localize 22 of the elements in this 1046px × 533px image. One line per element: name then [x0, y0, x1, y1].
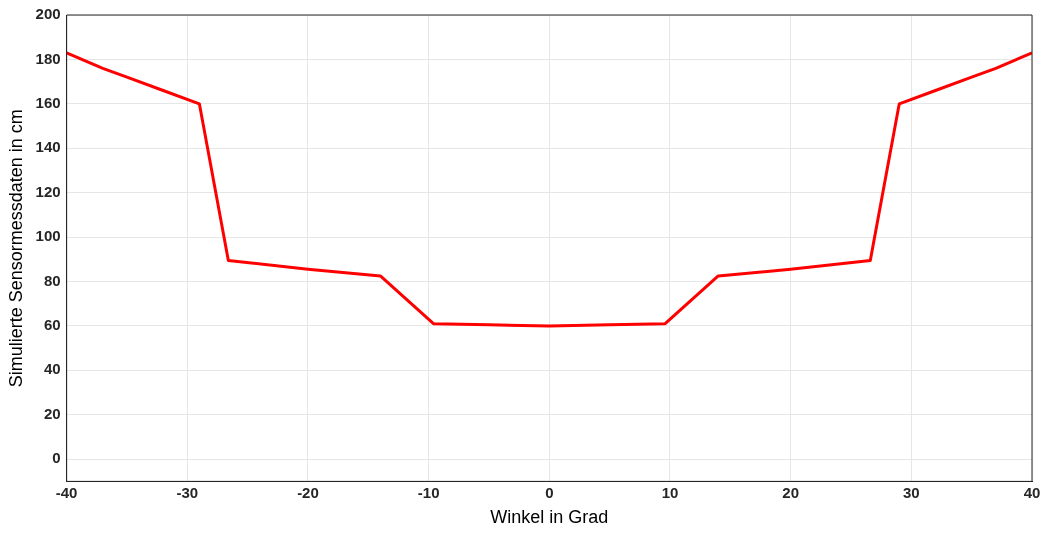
y-tick-label: 200 — [35, 5, 61, 23]
x-tick-label: -20 — [297, 483, 319, 501]
y-tick-label: 100 — [35, 227, 61, 245]
x-tick-label: -30 — [176, 483, 199, 501]
y-axis-title: Simulierte Sensormessdaten in cm — [5, 109, 26, 388]
y-tick-label: 120 — [35, 182, 61, 200]
x-tick-label: 20 — [782, 483, 799, 501]
y-tick-label: 160 — [35, 93, 61, 111]
y-tick-label: 80 — [43, 271, 61, 289]
x-tick-label: 0 — [545, 483, 554, 501]
x-tick-label: 10 — [661, 483, 679, 501]
x-tick-label: 30 — [902, 483, 920, 501]
x-tick-label: -10 — [417, 483, 440, 501]
y-tick-label: 180 — [35, 49, 61, 67]
y-tick-label: 0 — [52, 449, 61, 467]
y-tick-label: 20 — [43, 404, 61, 422]
x-axis-title: Winkel in Grad — [490, 507, 609, 528]
x-tick-label: 40 — [1023, 483, 1041, 501]
x-tick-label: -40 — [55, 483, 78, 501]
y-tick-label: 40 — [43, 360, 61, 378]
y-tick-label: 60 — [43, 316, 61, 334]
y-tick-label: 140 — [35, 138, 61, 156]
